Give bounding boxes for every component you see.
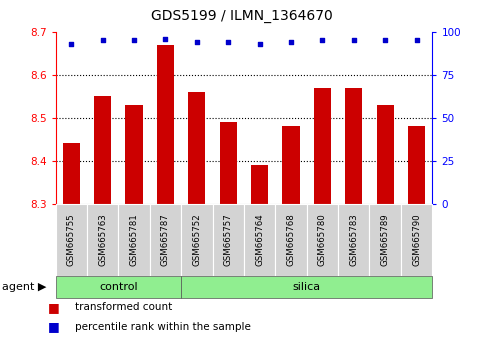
Text: GSM665763: GSM665763	[98, 213, 107, 266]
Text: GDS5199 / ILMN_1364670: GDS5199 / ILMN_1364670	[151, 9, 332, 23]
Text: GSM665790: GSM665790	[412, 213, 421, 266]
Point	[256, 41, 264, 47]
Text: GSM665757: GSM665757	[224, 213, 233, 266]
Point	[412, 38, 420, 43]
Text: silica: silica	[293, 282, 321, 292]
Bar	[251, 165, 268, 204]
Point	[287, 39, 295, 45]
Text: GSM665789: GSM665789	[381, 213, 390, 266]
Text: ■: ■	[48, 320, 60, 333]
Point	[224, 39, 232, 45]
Bar	[188, 92, 205, 204]
Point	[319, 38, 327, 43]
Point	[350, 38, 357, 43]
Text: percentile rank within the sample: percentile rank within the sample	[75, 322, 251, 332]
Text: GSM665783: GSM665783	[349, 213, 358, 266]
Bar	[94, 96, 111, 204]
Point	[130, 38, 138, 43]
Bar	[345, 88, 362, 204]
Text: GSM665755: GSM665755	[67, 213, 76, 266]
Text: agent ▶: agent ▶	[2, 282, 47, 292]
Bar	[220, 122, 237, 204]
Text: GSM665787: GSM665787	[161, 213, 170, 266]
Text: GSM665781: GSM665781	[129, 213, 139, 266]
Text: control: control	[99, 282, 138, 292]
Text: GSM665768: GSM665768	[286, 213, 296, 266]
Bar	[157, 45, 174, 204]
Point	[193, 39, 201, 45]
Bar	[377, 105, 394, 204]
Point	[99, 38, 107, 43]
Text: GSM665752: GSM665752	[192, 213, 201, 266]
Bar	[63, 143, 80, 204]
Text: GSM665780: GSM665780	[318, 213, 327, 266]
Bar	[408, 126, 425, 204]
Text: GSM665764: GSM665764	[255, 213, 264, 266]
Point	[68, 41, 75, 47]
Text: ■: ■	[48, 301, 60, 314]
Bar	[314, 88, 331, 204]
Bar	[283, 126, 299, 204]
Bar	[126, 105, 142, 204]
Point	[382, 38, 389, 43]
Text: transformed count: transformed count	[75, 302, 172, 312]
Point	[161, 36, 170, 41]
